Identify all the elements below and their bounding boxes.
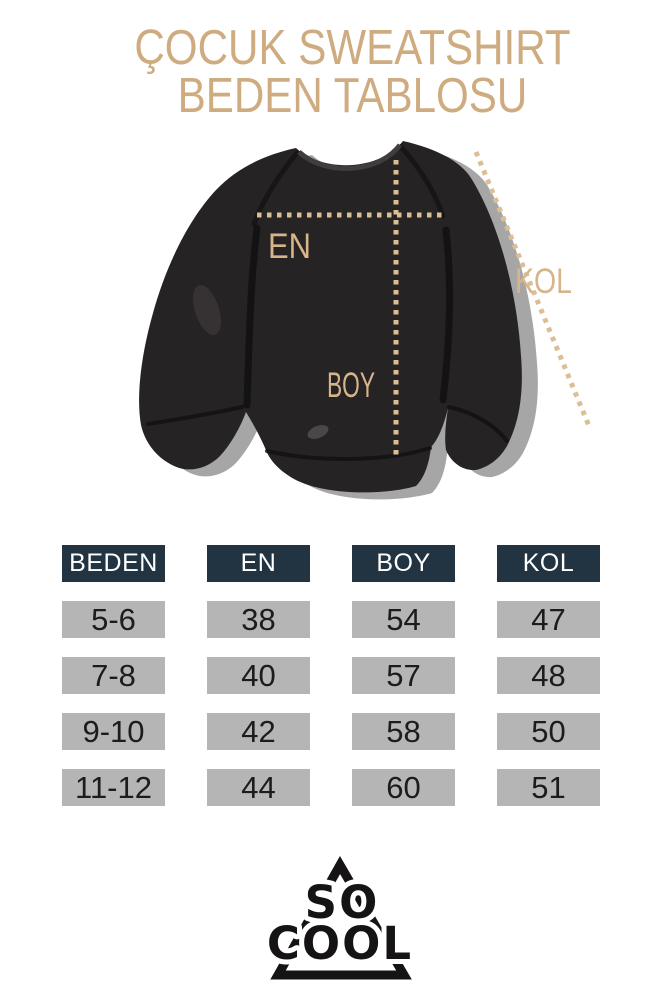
table-cell-en-r4: 44: [207, 769, 310, 806]
logo-text-so: SO: [305, 876, 380, 929]
sweatshirt-illustration: [139, 141, 522, 493]
table-cell-kol-r2: 48: [497, 657, 600, 694]
table-cell-kol-r3: 50: [497, 713, 600, 750]
sweatshirt-shading: [146, 144, 509, 461]
table-cell-en-r3: 42: [207, 713, 310, 750]
size-chart-title: ÇOCUK SWEATSHIRT BEDEN TABLOSU: [66, 21, 640, 123]
table-header-en: EN: [207, 545, 310, 582]
table-cell-size-r1: 5-6: [62, 601, 165, 638]
size-table: BEDEN EN BOY KOL 5-6 38 54 47 7-8 40 57 …: [62, 545, 600, 806]
table-header-kol: KOL: [497, 545, 600, 582]
table-cell-en-r1: 38: [207, 601, 310, 638]
table-header-boy: BOY: [352, 545, 455, 582]
brand-logo: SO COOL: [262, 855, 416, 980]
width-label: EN: [268, 227, 311, 266]
table-cell-en-r2: 40: [207, 657, 310, 694]
table-cell-boy-r4: 60: [352, 769, 455, 806]
table-cell-size-r2: 7-8: [62, 657, 165, 694]
table-cell-boy-r3: 58: [352, 713, 455, 750]
logo-text-cool: COOL: [267, 917, 413, 970]
sweatshirt-diagram: EN BOY KOL: [139, 141, 592, 500]
table-cell-kol-r4: 51: [497, 769, 600, 806]
title-line-2: BEDEN TABLOSU: [177, 69, 528, 123]
table-cell-size-r3: 9-10: [62, 713, 165, 750]
title-line-1: ÇOCUK SWEATSHIRT: [134, 21, 571, 75]
length-label: BOY: [327, 366, 375, 405]
logo-triangle-icon: [270, 855, 412, 980]
sleeve-label: KOL: [515, 262, 572, 301]
neck-ribbing: [297, 143, 402, 171]
table-cell-boy-r1: 54: [352, 601, 455, 638]
table-cell-size-r4: 11-12: [62, 769, 165, 806]
hem-highlight: [307, 425, 329, 439]
sleeve-highlight: [193, 284, 221, 336]
table-header-beden: BEDEN: [62, 545, 165, 582]
table-cell-boy-r2: 57: [352, 657, 455, 694]
table-cell-kol-r1: 47: [497, 601, 600, 638]
